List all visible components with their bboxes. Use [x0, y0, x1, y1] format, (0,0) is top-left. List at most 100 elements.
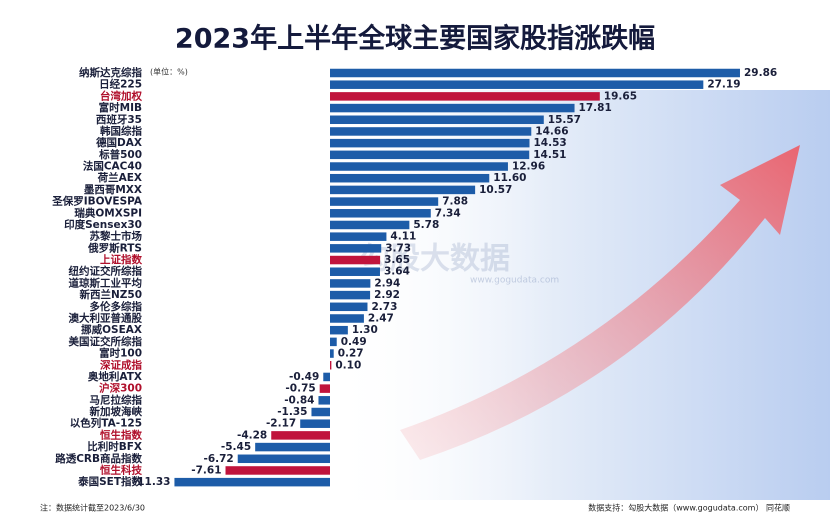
value-label: 2.92: [374, 289, 400, 301]
category-label: 泰国SET指数: [77, 475, 142, 488]
category-label: 印度Sensex30: [64, 218, 142, 231]
bar: [255, 442, 330, 452]
bar: [330, 220, 410, 230]
category-label: 马尼拉综指: [90, 393, 143, 406]
category-label: 圣保罗IBOVESPA: [51, 195, 143, 208]
bar: [330, 361, 332, 370]
category-label: 标普500: [98, 148, 142, 161]
category-label: 沪深300: [99, 382, 142, 395]
bar: [330, 162, 508, 171]
category-label: 美国证交所综指: [69, 335, 143, 348]
bar: [323, 372, 330, 382]
value-label: -0.49: [289, 371, 319, 383]
value-label: 10.57: [479, 184, 512, 196]
value-label: 19.65: [604, 90, 637, 102]
category-label: 比利时BFX: [87, 440, 142, 453]
bar: [330, 255, 381, 265]
value-label: -2.17: [266, 418, 296, 430]
bar: [330, 267, 380, 276]
bar: [319, 384, 330, 393]
bar: [330, 302, 368, 312]
bar: [330, 279, 371, 288]
value-label: -1.35: [277, 406, 307, 418]
source: 数据支持：勾股大数据（www.gogudata.com） 同花顺: [588, 503, 790, 513]
bar: [330, 103, 575, 113]
bar: [330, 290, 371, 300]
value-label: 15.57: [548, 114, 581, 126]
bar: [330, 197, 439, 206]
bar: [330, 349, 334, 358]
note: 注：数据统计截至2023/6/30: [40, 503, 145, 513]
category-label: 上证指数: [100, 253, 142, 266]
value-label: -0.75: [285, 383, 315, 395]
bar: [330, 185, 476, 195]
value-label: 7.34: [435, 207, 461, 219]
category-label: 西班牙35: [96, 113, 142, 126]
value-label: -4.28: [237, 429, 267, 441]
value-label: 17.81: [579, 102, 612, 114]
category-label: 道琼斯工业平均: [69, 276, 143, 289]
bar: [330, 209, 431, 218]
value-label: 3.64: [384, 266, 410, 278]
value-label: -7.61: [191, 464, 221, 476]
bar: [330, 337, 337, 347]
bar: [237, 454, 330, 464]
category-label: 恒生指数: [100, 428, 142, 441]
bar: [330, 314, 364, 323]
category-label: 深证成指: [100, 358, 142, 371]
category-label: 新西兰NZ50: [79, 288, 142, 301]
category-label: 法国CAC40: [83, 160, 142, 173]
value-label: 7.88: [442, 196, 468, 208]
value-label: 4.11: [390, 231, 416, 243]
bar: [330, 92, 600, 101]
category-label: 墨西哥MXX: [84, 184, 142, 196]
bar: [330, 173, 490, 183]
unit-label: (单位：%): [150, 67, 188, 77]
bar: [318, 396, 330, 405]
value-label: 2.47: [368, 312, 394, 324]
category-label: 韩国综指: [100, 124, 142, 137]
bar: [300, 419, 330, 428]
value-label: 5.78: [413, 219, 439, 231]
bar: [271, 431, 330, 440]
value-label: 14.51: [533, 149, 566, 161]
bar: [330, 80, 704, 89]
value-label: 0.49: [341, 336, 367, 348]
value-label: 3.73: [385, 242, 411, 254]
value-label: 0.10: [335, 359, 361, 371]
value-label: 3.65: [384, 254, 410, 266]
category-label: 多伦多综指: [90, 300, 143, 313]
bar: [330, 325, 348, 335]
value-label: 0.27: [338, 348, 364, 360]
category-label: 纳斯达克综指: [79, 66, 142, 79]
value-label: 12.96: [512, 161, 545, 173]
category-label: 以色列TA-125: [70, 417, 142, 430]
value-label: 29.86: [744, 67, 777, 79]
bar: [225, 466, 330, 475]
category-label: 路透CRB商品指数: [55, 452, 142, 465]
category-label: 苏黎士市场: [90, 230, 143, 243]
bar: [330, 138, 530, 148]
value-label: 14.66: [535, 125, 568, 137]
value-label: 14.53: [533, 137, 566, 149]
watermark-url: www.gogudata.com: [470, 276, 559, 286]
category-label: 日经225: [99, 78, 142, 91]
chart-title: 2023年上半年全球主要国家股指涨跌幅: [175, 23, 655, 55]
category-label: 纽约证交所综指: [69, 265, 143, 278]
category-label: 瑞典OMXSPI: [74, 206, 142, 219]
value-label: 1.30: [352, 324, 378, 336]
bar: [330, 127, 532, 136]
value-label: 2.73: [371, 301, 397, 313]
category-label: 恒生科技: [100, 463, 142, 476]
category-label: 台湾加权: [100, 89, 142, 102]
bar: [311, 407, 330, 417]
bar: [174, 477, 330, 487]
category-label: 俄罗斯RTS: [87, 241, 142, 254]
bar: [330, 68, 740, 78]
value-label: -0.84: [284, 394, 314, 406]
category-label: 新加坡海峡: [90, 405, 143, 418]
category-label: 富时MIB: [99, 101, 142, 114]
value-label: -11.33: [133, 476, 171, 488]
bar: [330, 232, 387, 241]
